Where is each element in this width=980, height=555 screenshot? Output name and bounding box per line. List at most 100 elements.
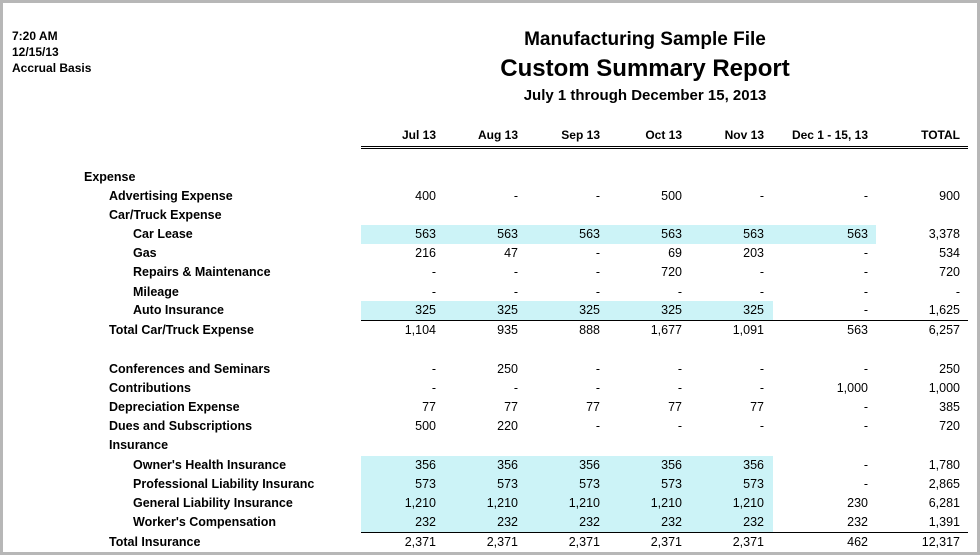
value-cell: 356	[661, 458, 682, 472]
report-header: Manufacturing Sample File Custom Summary…	[380, 27, 910, 107]
row-label: Total Car/Truck Expense	[109, 323, 254, 337]
column-header: Oct 13	[645, 128, 682, 142]
row-label: Repairs & Maintenance	[133, 265, 271, 279]
value-cell: 1,000	[836, 381, 868, 395]
value-cell: -	[863, 458, 868, 472]
table-row: Conferences and Seminars - 250 - - - - 250	[0, 360, 980, 379]
value-cell: 888	[579, 323, 600, 337]
value-cell: 325	[415, 303, 436, 317]
value-cell: 462	[847, 535, 868, 549]
value-cell: -	[863, 400, 868, 414]
value-cell: 1,210	[568, 496, 600, 510]
value-cell: 77	[668, 400, 682, 414]
table-row: Advertising Expense 400 - - 500 - - 900	[0, 187, 980, 206]
value-cell: 232	[579, 515, 600, 529]
row-highlight	[361, 494, 773, 513]
value-cell: 385	[939, 400, 960, 414]
value-cell: 232	[497, 515, 518, 529]
value-cell: 500	[415, 419, 436, 433]
value-cell: 573	[497, 477, 518, 491]
value-cell: 325	[497, 303, 518, 317]
column-header: Dec 1 - 15, 13	[791, 128, 868, 142]
value-cell: -	[863, 419, 868, 433]
value-cell: 563	[847, 227, 868, 241]
report-title: Custom Summary Report	[500, 55, 790, 82]
value-cell: 12,317	[921, 535, 960, 549]
value-cell: -	[863, 477, 868, 491]
value-cell: -	[863, 285, 868, 299]
value-cell: 1,210	[486, 496, 518, 510]
header-rule	[361, 146, 968, 147]
column-header: Sep 13	[561, 128, 600, 142]
value-cell: -	[677, 381, 682, 395]
row-label: Worker's Compensation	[133, 515, 277, 529]
report-date: 12/15/13	[12, 45, 59, 59]
value-cell: 563	[847, 323, 868, 337]
value-cell: -	[759, 419, 764, 433]
value-cell: 232	[847, 515, 868, 529]
row-highlight	[361, 301, 773, 320]
value-cell: 220	[497, 419, 518, 433]
total-row: Total Car/Truck Expense 1,104 935 888 1,677 1…	[0, 321, 980, 340]
value-cell: 1,677	[650, 323, 682, 337]
value-cell: 356	[497, 458, 518, 472]
value-cell: 720	[661, 265, 682, 279]
table-row: Dues and Subscriptions 500 220 - - - - 720	[0, 417, 980, 436]
value-cell: 573	[579, 477, 600, 491]
value-cell: -	[955, 285, 960, 299]
row-highlight	[361, 513, 773, 532]
value-cell: -	[863, 246, 868, 260]
column-header: TOTAL	[921, 128, 960, 142]
value-cell: 1,210	[732, 496, 764, 510]
value-cell: 250	[939, 362, 960, 376]
value-cell: 2,371	[650, 535, 682, 549]
table-row: General Liability Insurance 1,210 1,210 1,2…	[0, 494, 980, 513]
value-cell: 2,371	[404, 535, 436, 549]
value-cell: 77	[422, 400, 436, 414]
row-label: Car Lease	[133, 227, 193, 241]
table-row: Owner's Health Insurance 356 356 356 356 356 -…	[0, 456, 980, 475]
value-cell: 6,281	[928, 496, 960, 510]
value-cell: 573	[661, 477, 682, 491]
value-cell: 356	[579, 458, 600, 472]
row-label: Dues and Subscriptions	[109, 419, 253, 433]
value-cell: -	[677, 285, 682, 299]
value-cell: 400	[415, 189, 436, 203]
value-cell: 720	[939, 265, 960, 279]
row-label: Depreciation Expense	[109, 400, 240, 414]
row-highlight	[361, 225, 876, 244]
value-cell: 500	[661, 189, 682, 203]
section-header-row: Insurance	[0, 436, 980, 455]
table-row: Professional Liability Insuranc 573 573 573…	[0, 475, 980, 494]
report-time: 7:20 AM	[12, 29, 58, 43]
value-cell: 935	[497, 323, 518, 337]
value-cell: 1,104	[404, 323, 436, 337]
report-date-range: July 1 through December 15, 2013	[523, 87, 767, 104]
value-cell: -	[759, 362, 764, 376]
value-cell: -	[677, 362, 682, 376]
value-cell: -	[759, 265, 764, 279]
row-label: Owner's Health Insurance	[133, 458, 287, 472]
value-cell: -	[431, 265, 436, 279]
value-cell: 250	[497, 362, 518, 376]
row-label: Professional Liability Insuranc	[133, 477, 315, 491]
value-cell: 77	[504, 400, 518, 414]
value-cell: -	[595, 265, 600, 279]
value-cell: 325	[661, 303, 682, 317]
value-cell: 232	[743, 515, 764, 529]
value-cell: -	[759, 381, 764, 395]
row-label: Conferences and Seminars	[109, 362, 271, 376]
value-cell: 356	[415, 458, 436, 472]
value-cell: 563	[661, 227, 682, 241]
value-cell: 2,865	[928, 477, 960, 491]
value-cell: 2,371	[486, 535, 518, 549]
value-cell: 232	[661, 515, 682, 529]
table-row: Gas 216 47 - 69 203 - 534	[0, 244, 980, 263]
row-label: General Liability Insurance	[133, 496, 293, 510]
value-cell: 1,091	[732, 323, 764, 337]
value-cell: -	[759, 189, 764, 203]
row-highlight	[361, 456, 773, 475]
value-cell: 325	[579, 303, 600, 317]
value-cell: -	[513, 265, 518, 279]
